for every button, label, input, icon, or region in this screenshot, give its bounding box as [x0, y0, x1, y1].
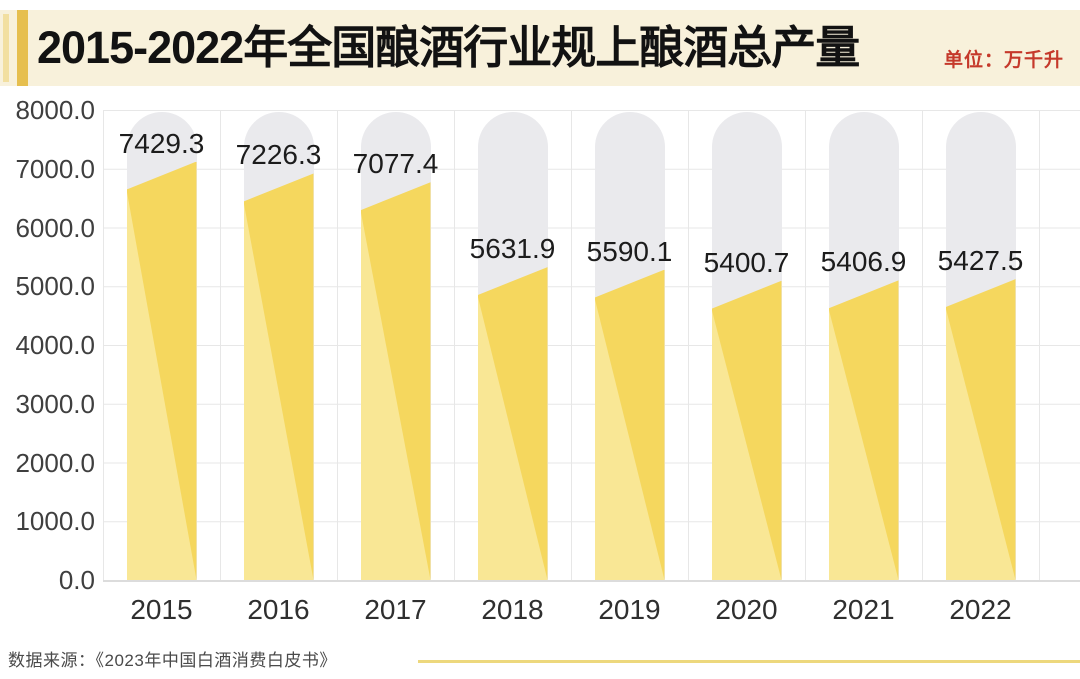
- x-label-2018: 2018: [481, 594, 544, 625]
- unit-label: 单位：万千升: [943, 50, 1064, 71]
- source-note: 数据来源：《2023年中国白酒消费白皮书》: [8, 651, 337, 670]
- bar-fill-2017: [360, 182, 431, 580]
- header: 2015-2022年全国酿酒行业规上酿酒总产量 单位：万千升: [0, 10, 1080, 86]
- x-label-2016: 2016: [247, 594, 310, 625]
- x-label-2019: 2019: [598, 594, 661, 625]
- bar-fill-2021: [828, 280, 899, 580]
- x-axis-labels: 2015 2016 2017 2018 2019 2020 2021 2022: [103, 594, 1080, 630]
- plot-area: 7429.3 7226.3 7077.4 5631.9 5590.1 5400.7 5406…: [103, 110, 1080, 582]
- bar-2017: 7077.4: [353, 110, 438, 580]
- bar-value-label-2018: 5631.9: [469, 233, 556, 265]
- bar-2016: 7226.3: [236, 110, 321, 580]
- bar-fill-2016: [243, 173, 314, 580]
- bar-value-label-2020: 5400.7: [703, 246, 790, 278]
- bar-value-label-2016: 7226.3: [235, 139, 322, 171]
- y-tick-2000.0: 2000.0: [15, 447, 95, 478]
- x-label-2021: 2021: [832, 594, 895, 625]
- y-tick-4000.0: 4000.0: [15, 330, 95, 360]
- bar-2022: 5427.5: [938, 110, 1023, 580]
- x-label-2015: 2015: [130, 594, 193, 625]
- bar-2015: 7429.3: [119, 110, 204, 580]
- x-label-2020: 2020: [715, 594, 778, 625]
- y-axis-labels: 8000.0 7000.0 6000.0 5000.0 4000.0 3000.0 2000…: [0, 96, 95, 594]
- y-tick-0.0: 0.0: [58, 565, 95, 595]
- accent-bar-thin: [3, 14, 9, 82]
- bar-fill-2015: [126, 161, 197, 580]
- y-tick-7000.0: 7000.0: [15, 153, 95, 184]
- y-tick-5000.0: 5000.0: [15, 271, 95, 302]
- bar-2021: 5406.9: [821, 110, 906, 580]
- bar-value-label-2019: 5590.1: [586, 235, 673, 267]
- bar-2020: 5400.7: [704, 110, 789, 580]
- bar-2018: 5631.9: [470, 110, 555, 580]
- bar-fill-2018: [477, 267, 548, 580]
- bar-2019: 5590.1: [587, 110, 672, 580]
- bar-fill-2019: [594, 269, 665, 580]
- footer-rule: [418, 660, 1080, 663]
- x-label-2017: 2017: [364, 594, 427, 625]
- bar-value-label-2021: 5406.9: [820, 246, 907, 278]
- bar-value-label-2017: 7077.4: [352, 148, 439, 180]
- x-label-2022: 2022: [949, 594, 1012, 625]
- y-tick-8000.0: 8000.0: [15, 95, 95, 125]
- page-title: 2015-2022年全国酿酒行业规上酿酒总产量: [37, 22, 860, 73]
- bar-fill-2020: [711, 280, 782, 580]
- bar-value-label-2015: 7429.3: [118, 127, 205, 159]
- y-tick-6000.0: 6000.0: [15, 212, 95, 243]
- y-tick-1000.0: 1000.0: [15, 506, 95, 537]
- bar-value-label-2022: 5427.5: [937, 245, 1024, 277]
- bar-fill-2022: [945, 279, 1016, 580]
- y-tick-3000.0: 3000.0: [15, 388, 95, 419]
- accent-bar-thick: [17, 10, 28, 86]
